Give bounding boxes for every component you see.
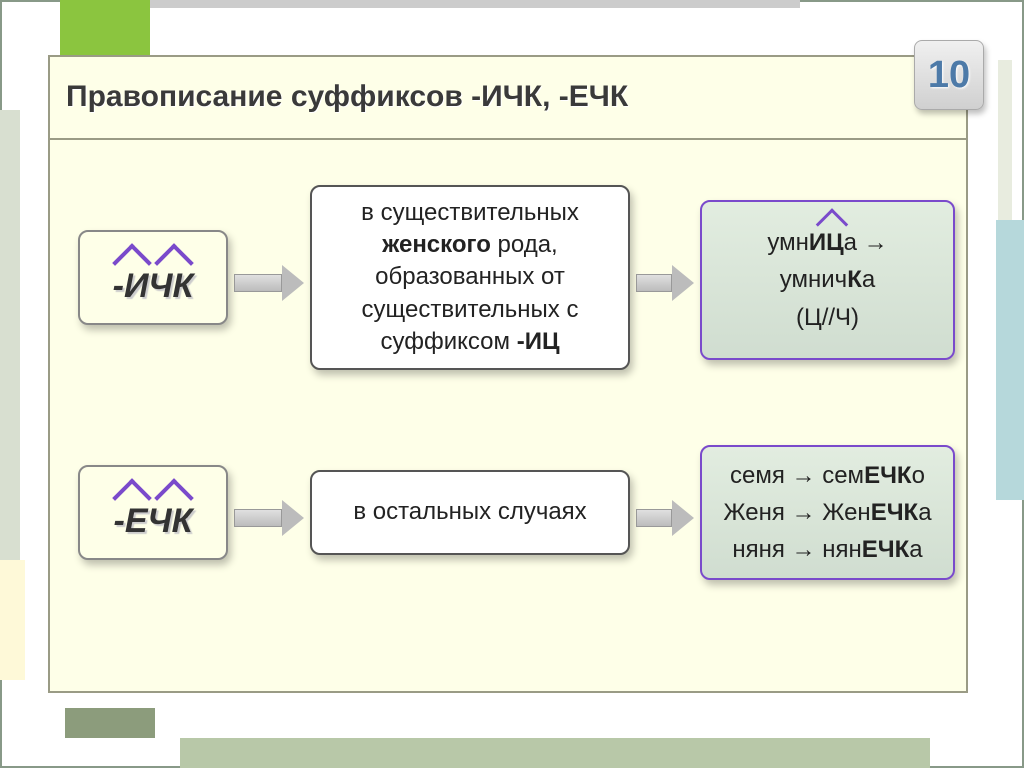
example-echk-box: семя → семЕЧКоЖеня → ЖенЕЧКаняня → нянЕЧ…: [700, 445, 955, 580]
deco-right-cyan: [996, 220, 1024, 500]
suffix-ichk-box: -ИЧК: [78, 230, 228, 325]
example-echk-text: семя → семЕЧКоЖеня → ЖенЕЧКаняня → нянЕЧ…: [723, 457, 931, 569]
rule-echk-box: в остальных случаях: [310, 470, 630, 555]
slide-number: 10: [928, 54, 970, 97]
arrow-icon: [636, 500, 694, 536]
suffix-caret-icon: [111, 249, 195, 265]
deco-right-gray: [998, 60, 1012, 220]
example-ichk-text: умнИЦа →умничКа(Ц//Ч): [767, 224, 887, 336]
deco-bottom-left: [65, 708, 155, 738]
caret-icon: [810, 213, 854, 227]
slide-title: Правописание суффиксов -ИЧК, -ЕЧК: [48, 55, 966, 140]
deco-left-yellow: [0, 560, 25, 680]
title-text: Правописание суффиксов -ИЧК, -ЕЧК: [66, 80, 628, 114]
rule-ichk-text: в существительных женского рода, образов…: [320, 197, 620, 359]
slide-number-badge: 10: [914, 40, 984, 110]
deco-top-bar: [150, 0, 800, 8]
arrow-icon: [234, 500, 304, 536]
suffix-echk-box: -ЕЧК: [78, 465, 228, 560]
example-ichk-box: умнИЦа →умничКа(Ц//Ч): [700, 200, 955, 360]
main-panel: [48, 55, 968, 693]
rule-echk-text: в остальных случаях: [353, 496, 586, 528]
rule-ichk-box: в существительных женского рода, образов…: [310, 185, 630, 370]
deco-left-bar: [0, 110, 20, 560]
arrow-icon: [234, 265, 304, 301]
suffix-caret-icon: [111, 484, 195, 500]
deco-bottom-bar: [180, 738, 930, 768]
arrow-icon: [636, 265, 694, 301]
